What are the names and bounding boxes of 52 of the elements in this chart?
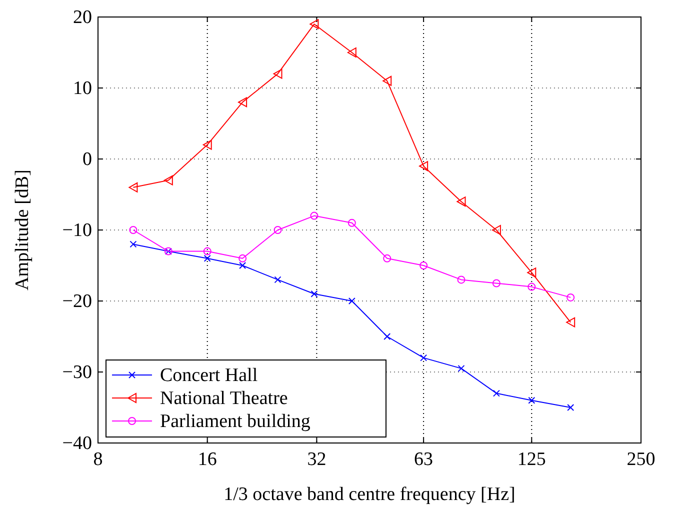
point: [274, 226, 282, 234]
point: [492, 390, 500, 397]
point: [420, 354, 428, 362]
point: [310, 19, 319, 30]
point: [382, 76, 392, 86]
x-tick-label: 8: [93, 449, 103, 470]
point: [310, 290, 318, 298]
point: [458, 364, 465, 372]
point: [347, 48, 356, 58]
y-tick-label: 10: [73, 78, 92, 99]
point: [202, 140, 212, 150]
point: [203, 247, 212, 256]
point: [274, 276, 282, 284]
y-tick-label: −20: [62, 291, 92, 312]
point: [492, 279, 500, 288]
point: [128, 182, 138, 192]
y-tick-label: −30: [62, 362, 92, 383]
y-tick-label: 20: [73, 7, 92, 28]
legend-label: National Theatre: [160, 388, 288, 409]
x-tick-label: 250: [626, 449, 656, 470]
point: [238, 97, 248, 108]
y-tick-label: −40: [62, 433, 92, 454]
x-tick-label: 63: [414, 449, 434, 470]
point: [204, 254, 211, 262]
point: [384, 333, 391, 340]
point: [164, 175, 173, 186]
point: [528, 282, 536, 291]
y-axis-title: Amplitude [dB]: [12, 170, 33, 290]
point: [238, 254, 247, 262]
point: [239, 262, 246, 269]
point: [273, 68, 282, 79]
x-tick-label: 32: [307, 449, 326, 470]
point: [527, 268, 536, 278]
x-axis-title: 1/3 octave band centre frequency [Hz]: [224, 484, 516, 505]
point: [420, 262, 428, 270]
point: [129, 226, 138, 234]
x-tick-label: 16: [198, 449, 217, 470]
point: [419, 161, 428, 172]
y-tick-label: −10: [62, 220, 92, 241]
point: [348, 218, 356, 227]
point: [310, 212, 318, 220]
point: [492, 225, 501, 235]
x-tick-label: 125: [517, 449, 546, 470]
point: [456, 196, 466, 207]
point: [348, 298, 356, 304]
point: [457, 276, 466, 284]
point: [528, 396, 536, 404]
point: [130, 240, 137, 248]
point: [383, 254, 392, 262]
legend-label: Concert Hall: [160, 365, 258, 386]
y-tick-label: 0: [82, 149, 92, 170]
legend-label: Parliament building: [160, 411, 311, 432]
